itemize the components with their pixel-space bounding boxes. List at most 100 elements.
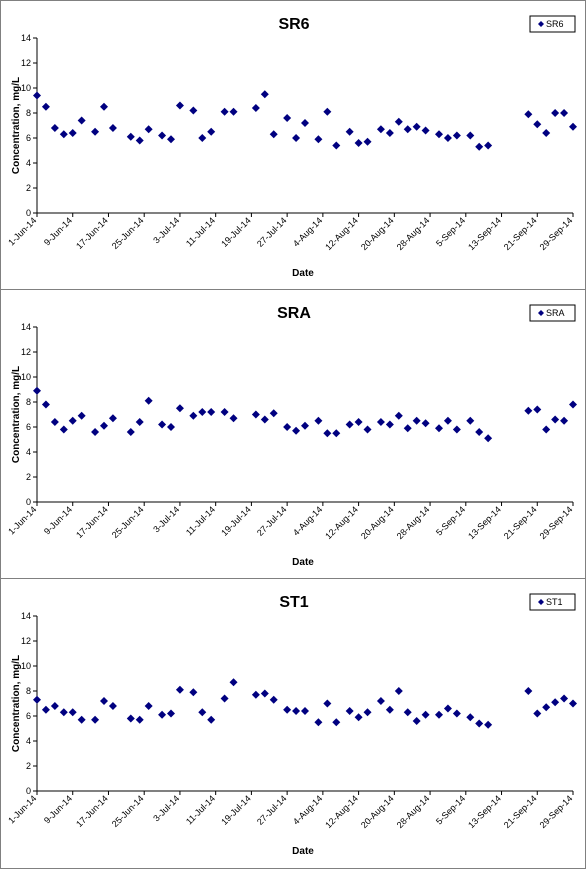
data-point	[452, 709, 461, 718]
data-point	[189, 688, 198, 697]
data-point	[220, 408, 229, 416]
y-tick-label: 4	[26, 158, 31, 168]
data-point	[301, 421, 309, 430]
data-point	[475, 142, 484, 151]
data-point	[332, 141, 341, 150]
data-point	[91, 127, 100, 136]
data-point	[435, 130, 443, 139]
data-point	[59, 425, 68, 434]
data-point	[443, 704, 452, 713]
data-point	[376, 418, 385, 426]
chart-panel-sr6: SR6 0 2 4 6 8 10 12 14 1-Jun-14 9-Jun-14 17-Jun-14 2…	[0, 0, 586, 290]
data-point	[283, 705, 292, 714]
data-point	[403, 708, 412, 717]
data-point	[91, 715, 100, 724]
x-tick-label: 27-Jul-14	[255, 504, 289, 538]
x-tick-label: 11-Jul-14	[184, 504, 217, 537]
x-tick-label: 9-Jun-14	[42, 793, 74, 825]
legend-box	[529, 15, 576, 33]
x-tick-label: 1-Jun-14	[6, 793, 38, 825]
data-point	[394, 411, 403, 420]
data-point	[50, 418, 59, 426]
data-point	[354, 713, 363, 722]
y-axis-label: Concentration, mg/L	[11, 77, 22, 174]
data-point	[77, 715, 86, 724]
data-point	[551, 109, 560, 117]
data-point	[533, 709, 542, 718]
data-point	[443, 134, 452, 142]
data-point	[100, 697, 108, 705]
y-tick-label: 12	[21, 58, 31, 68]
data-point	[301, 707, 309, 715]
data-point	[533, 405, 542, 414]
y-tick-label: 10	[21, 83, 31, 93]
data-point	[175, 685, 184, 694]
x-tick-label: 20-Aug-14	[359, 793, 396, 830]
data-point	[144, 125, 153, 134]
data-point	[126, 428, 135, 436]
data-point	[403, 125, 412, 134]
data-point	[412, 717, 421, 725]
chart-title: SRA	[277, 305, 311, 322]
data-point	[301, 119, 309, 127]
data-point	[363, 425, 372, 434]
data-point	[189, 106, 198, 115]
x-tick-label: 4-Aug-14	[291, 504, 324, 537]
x-tick-label: 4-Aug-14	[291, 215, 324, 248]
data-point	[475, 719, 484, 728]
x-tick-label: 29-Sep-14	[538, 215, 575, 252]
y-axis-label: Concentration, mg/L	[11, 655, 22, 752]
data-point	[207, 408, 216, 416]
data-point	[167, 423, 175, 431]
data-point	[292, 426, 301, 435]
data-point	[175, 404, 184, 413]
data-point	[551, 698, 560, 707]
data-point	[412, 416, 421, 425]
x-tick-label: 1-Jun-14	[6, 504, 38, 536]
data-point	[421, 419, 430, 428]
data-point	[260, 90, 269, 99]
data-point	[158, 131, 167, 140]
data-point	[443, 416, 452, 425]
chart-title: ST1	[279, 594, 308, 611]
data-point	[251, 104, 260, 112]
data-point	[269, 695, 278, 704]
x-tick-label: 12-Aug-14	[323, 793, 360, 830]
x-tick-label: 3-Jul-14	[151, 215, 181, 245]
data-point	[100, 421, 108, 430]
x-axis-label: Date	[292, 846, 314, 857]
data-point	[376, 697, 385, 705]
x-tick-label: 12-Aug-14	[323, 215, 360, 252]
data-point	[220, 107, 229, 116]
data-point	[314, 718, 323, 727]
data-point	[126, 714, 135, 723]
x-tick-label: 13-Sep-14	[466, 793, 503, 830]
x-tick-label: 1-Jun-14	[6, 215, 38, 247]
x-tick-label: 3-Jul-14	[151, 504, 181, 534]
data-point	[158, 710, 167, 719]
data-point	[394, 687, 403, 695]
data-point	[269, 409, 278, 418]
y-tick-label: 2	[26, 183, 31, 193]
y-tick-label: 10	[21, 372, 31, 382]
data-point	[394, 117, 403, 126]
data-point	[484, 720, 493, 729]
data-point	[189, 411, 198, 420]
data-point	[135, 418, 144, 426]
data-point	[59, 708, 68, 717]
data-point	[41, 400, 50, 409]
legend-marker	[538, 21, 544, 27]
legend-marker	[538, 599, 544, 605]
x-tick-label: 27-Jul-14	[255, 793, 289, 827]
x-tick-label: 27-Jul-14	[255, 215, 289, 249]
data-point	[560, 416, 569, 425]
data-point	[229, 107, 238, 116]
data-point	[314, 416, 323, 425]
data-point	[108, 414, 117, 423]
y-tick-label: 0	[26, 786, 31, 796]
data-point	[68, 129, 77, 137]
data-point	[260, 689, 269, 698]
data-point	[551, 415, 560, 424]
